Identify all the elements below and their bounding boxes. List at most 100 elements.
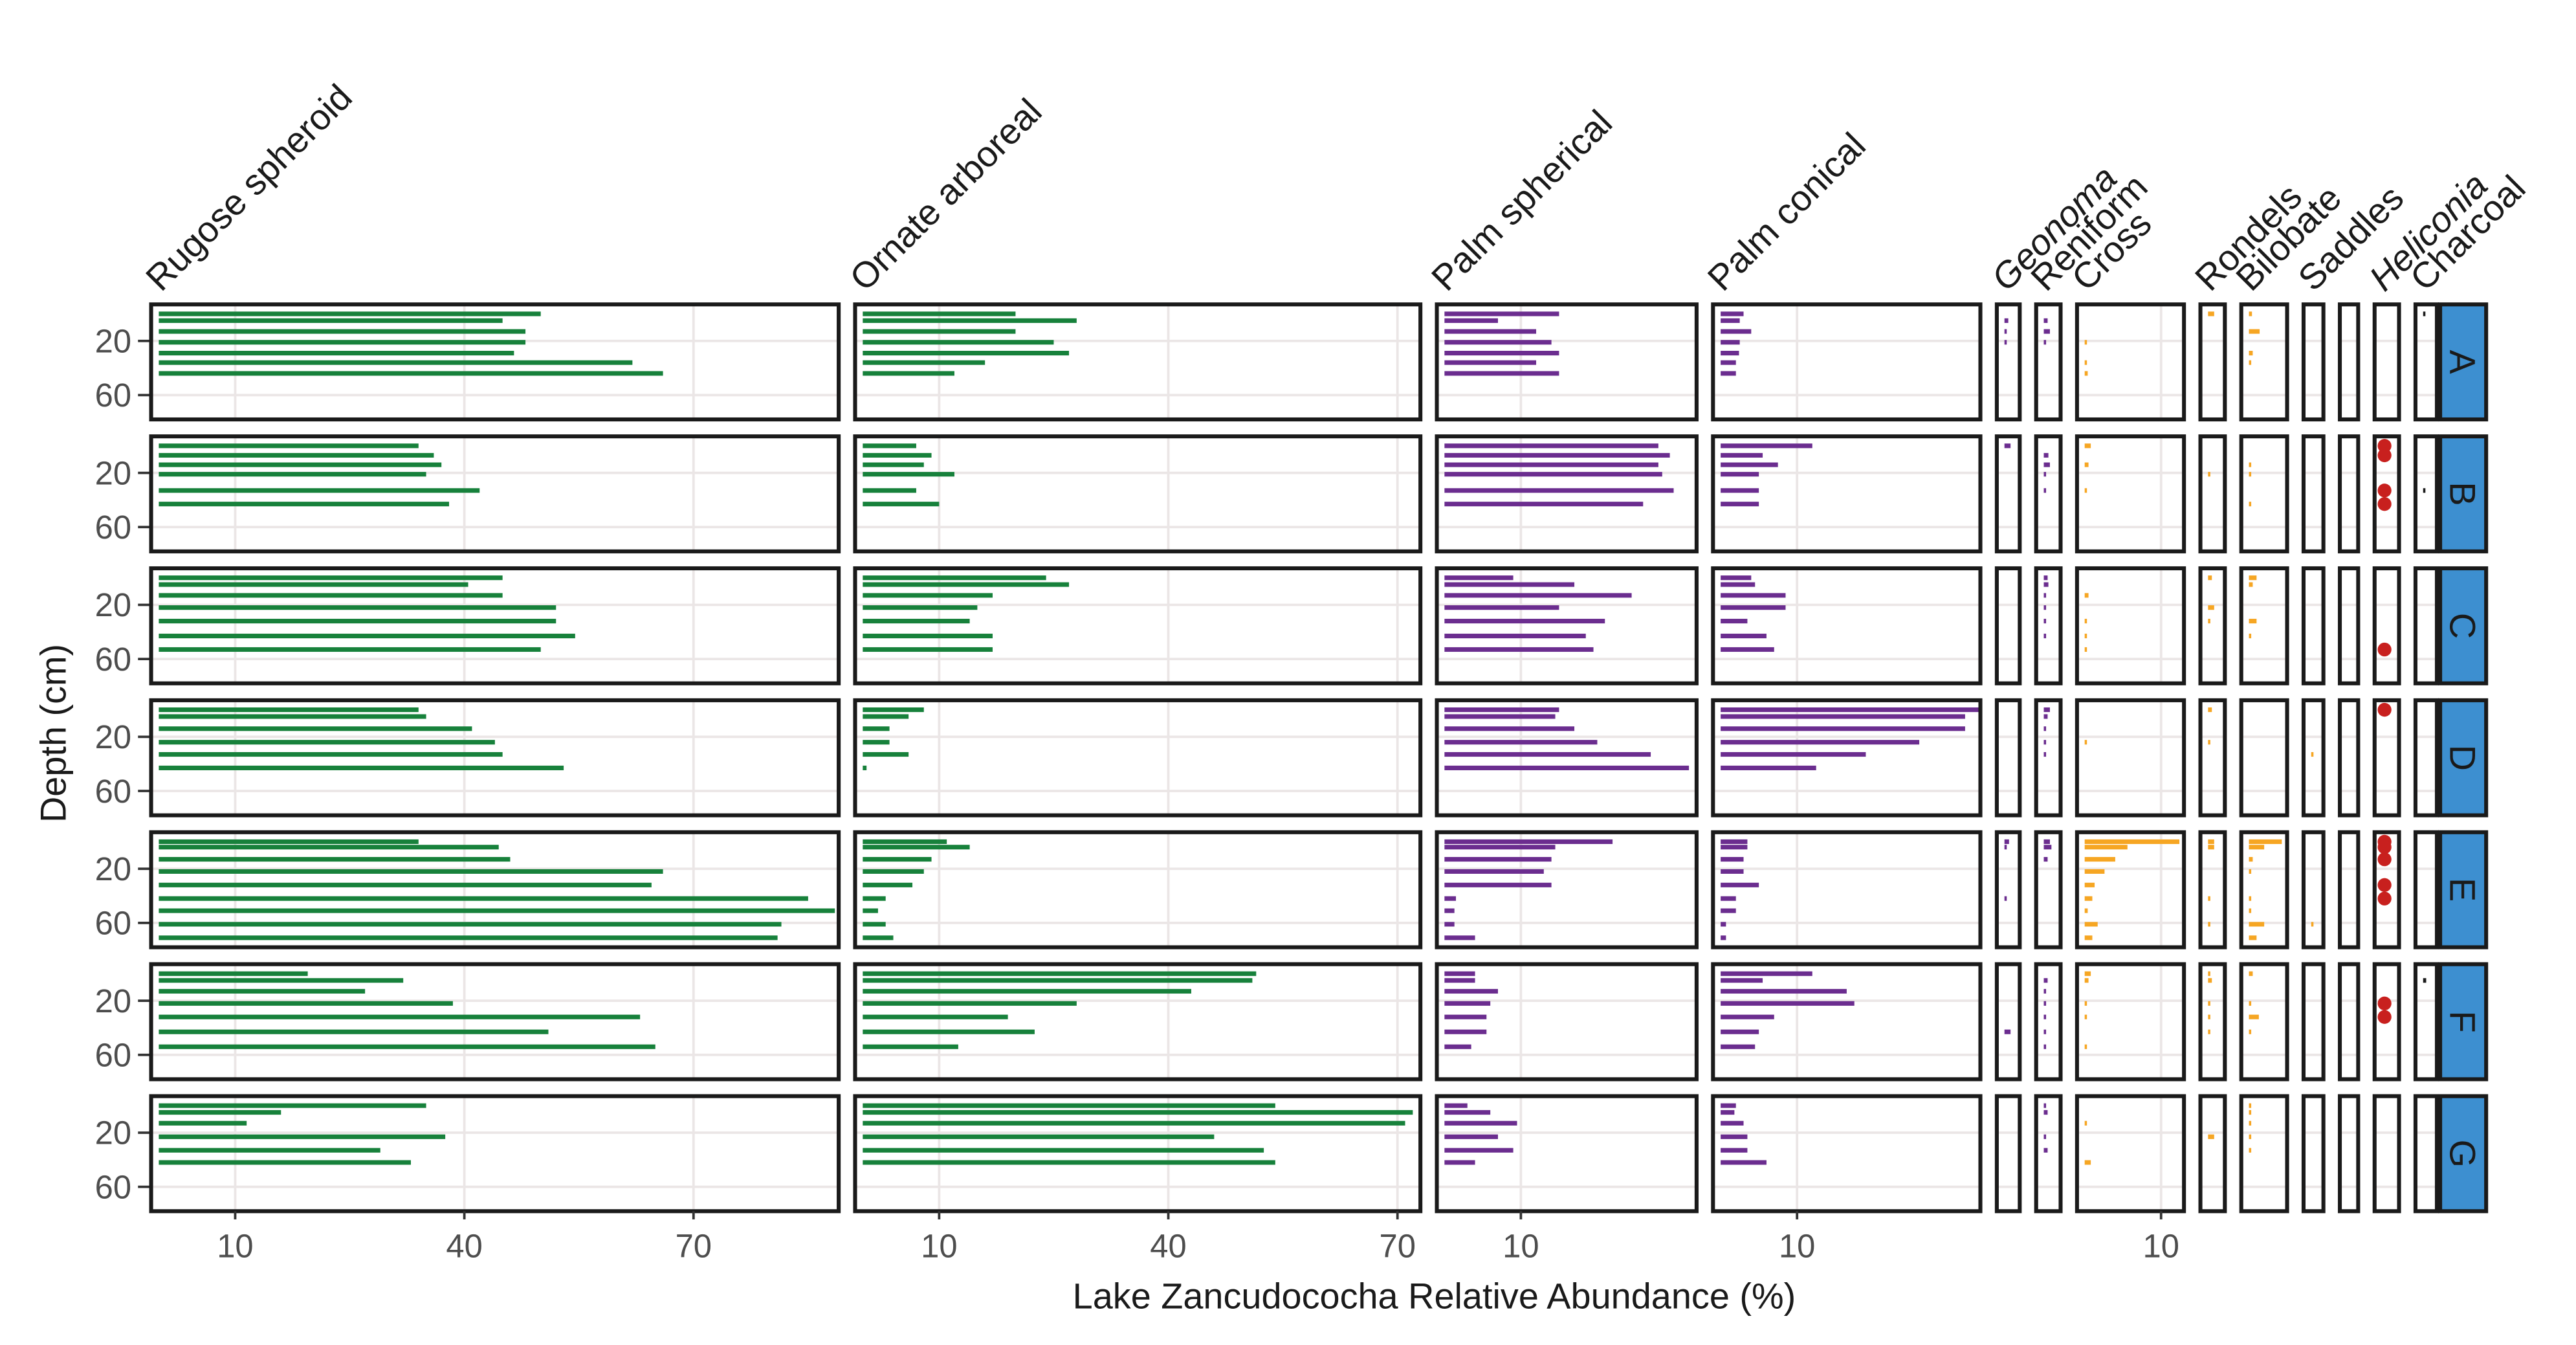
- bar: [2043, 340, 2047, 345]
- y-tick-label: 60: [95, 377, 131, 414]
- bar: [2249, 1148, 2252, 1153]
- panel: [2036, 700, 2061, 816]
- panel-border: [2337, 434, 2361, 553]
- panel: [2076, 304, 2185, 420]
- bar: [2004, 318, 2009, 323]
- panel-border: [2075, 698, 2186, 817]
- bar: [1444, 740, 1598, 745]
- bar: [863, 1029, 1035, 1034]
- y-tick-label: 60: [95, 1037, 131, 1074]
- panel-border: [2198, 434, 2227, 553]
- panel: [1996, 568, 2020, 684]
- panel-border: [853, 962, 1423, 1082]
- panel-border: [2337, 962, 2361, 1082]
- bar: [1444, 726, 1575, 731]
- bar: [2208, 1029, 2210, 1034]
- panel-border: [149, 698, 841, 817]
- panel-border: [2413, 1094, 2439, 1214]
- panel-border: [2198, 566, 2227, 685]
- panel-border: [1435, 698, 1699, 817]
- bar: [863, 593, 993, 598]
- panel: [855, 964, 1421, 1080]
- bar: [863, 462, 924, 467]
- panel: [1996, 832, 2020, 948]
- bar: [159, 371, 663, 376]
- panel: [2340, 304, 2359, 420]
- panel-border: [2239, 830, 2289, 950]
- bar: [2084, 371, 2088, 376]
- bar: [1721, 634, 1767, 639]
- bar: [2043, 1029, 2047, 1034]
- bar: [1721, 935, 1726, 940]
- bar: [2208, 311, 2214, 317]
- bar: [1721, 371, 1736, 376]
- panel: [2036, 964, 2061, 1080]
- bar: [2084, 360, 2087, 365]
- panel: [2340, 568, 2359, 684]
- bar: [1721, 647, 1774, 652]
- bar: [159, 1160, 411, 1165]
- bar: [1721, 582, 1756, 587]
- bar: [2249, 575, 2257, 581]
- bar: [1721, 869, 1744, 874]
- x-tick-label: 10: [1503, 1227, 1539, 1264]
- panel-border: [2239, 302, 2289, 422]
- panel-border: [1711, 302, 1983, 422]
- bar: [2249, 1103, 2252, 1108]
- panel-border: [1435, 566, 1699, 685]
- point: [2377, 497, 2392, 511]
- panel: [2415, 832, 2437, 948]
- y-tick-label: 20: [95, 586, 131, 623]
- bar: [863, 908, 878, 913]
- bar: [863, 634, 993, 639]
- panel-border: [1711, 830, 1983, 950]
- bar: [1721, 1029, 1759, 1034]
- bar: [863, 340, 1054, 345]
- panel-border: [1994, 566, 2022, 685]
- bar: [159, 707, 419, 713]
- bar: [1721, 329, 1752, 334]
- panel-border: [2198, 698, 2227, 817]
- bar: [2084, 443, 2091, 449]
- bar: [2084, 882, 2095, 887]
- bar: [2084, 647, 2087, 652]
- bar: [2043, 978, 2048, 983]
- bar: [2084, 908, 2088, 913]
- bar: [863, 502, 940, 507]
- panel: [2415, 1096, 2437, 1212]
- panel-border: [1994, 302, 2022, 422]
- bar: [2249, 839, 2282, 844]
- x-axis-title: Lake Zancudococha Relative Abundance (%): [1073, 1276, 1796, 1317]
- bar: [1444, 1014, 1487, 1019]
- bar: [863, 857, 932, 862]
- x-tick-label: 40: [1150, 1227, 1186, 1264]
- panel: [2241, 700, 2287, 816]
- bar: [2043, 605, 2047, 610]
- bar: [159, 1001, 453, 1006]
- bar: [2208, 839, 2214, 844]
- panel-border: [2239, 962, 2289, 1082]
- bar: [2249, 329, 2260, 334]
- panel-border: [1994, 1094, 2022, 1214]
- panel-border: [2198, 302, 2227, 422]
- bar: [1721, 726, 1965, 731]
- bar: [159, 971, 308, 976]
- strip: [2438, 698, 2489, 817]
- bar: [2084, 971, 2091, 976]
- bar: [1444, 714, 1556, 719]
- bar: [1444, 575, 1514, 581]
- bar: [1444, 1044, 1471, 1049]
- bar: [2084, 1014, 2087, 1019]
- panel: [1437, 1096, 1697, 1212]
- bar: [159, 452, 434, 458]
- panel: [2374, 1096, 2399, 1212]
- bar: [2084, 839, 2180, 844]
- panel-border: [2372, 830, 2401, 950]
- panel-border: [1711, 698, 1983, 817]
- bar: [863, 329, 1016, 334]
- panel-border: [2239, 434, 2289, 553]
- panel: [2200, 436, 2225, 551]
- panel-border: [1435, 1094, 1699, 1214]
- bar: [159, 318, 503, 323]
- panel-border: [2413, 698, 2439, 817]
